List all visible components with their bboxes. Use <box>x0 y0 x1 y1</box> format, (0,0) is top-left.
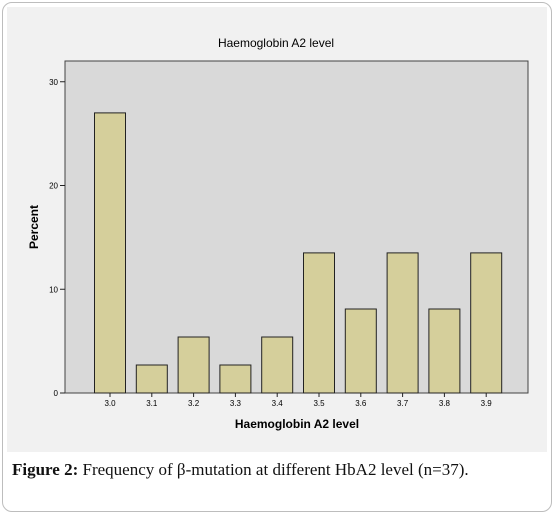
x-tick-label: 3.1 <box>146 399 158 408</box>
x-tick-label: 3.6 <box>355 399 367 408</box>
bar-3.1 <box>135 364 168 394</box>
bar-3.0 <box>94 112 126 394</box>
bar-3.3 <box>219 364 252 394</box>
x-tick-label: 3.0 <box>104 399 116 408</box>
y-tick-label: 10 <box>49 285 58 294</box>
bar-3.6 <box>344 308 377 394</box>
x-axis-label: Haemoglobin A2 level <box>235 417 359 431</box>
x-tick-label: 3.8 <box>439 399 451 408</box>
x-tick-label: 3.4 <box>272 399 284 408</box>
x-tick-label: 3.5 <box>313 399 325 408</box>
x-tick-label: 3.3 <box>230 399 242 408</box>
bar-3.8 <box>428 308 461 394</box>
y-axis-label: Percent <box>27 205 41 249</box>
y-tick-label: 0 <box>54 389 59 398</box>
bar-3.5 <box>303 252 335 394</box>
x-tick-label: 3.2 <box>188 399 200 408</box>
bar-3.2 <box>177 336 210 394</box>
figure-caption: Figure 2: Frequency of β-mutation at dif… <box>12 460 542 480</box>
x-tick-label: 3.9 <box>481 399 493 408</box>
y-tick-label: 30 <box>49 78 58 87</box>
chart-title: Haemoglobin A2 level <box>218 36 334 50</box>
y-tick-label: 20 <box>49 182 58 191</box>
caption-text: Frequency of β-mutation at different HbA… <box>78 460 469 479</box>
bar-3.7 <box>386 252 419 394</box>
bar-3.9 <box>470 252 503 394</box>
x-tick-label: 3.7 <box>397 399 409 408</box>
caption-label: Figure 2: <box>12 460 79 479</box>
bar-3.4 <box>261 336 294 394</box>
